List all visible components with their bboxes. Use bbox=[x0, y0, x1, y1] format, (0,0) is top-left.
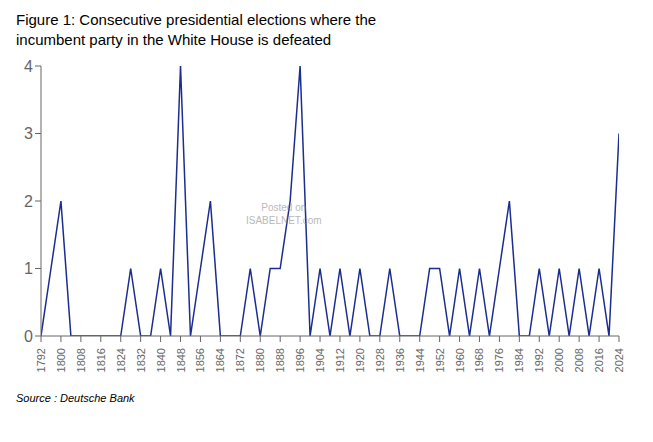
svg-text:1952: 1952 bbox=[434, 348, 446, 372]
svg-text:1792: 1792 bbox=[35, 348, 47, 372]
svg-text:2: 2 bbox=[24, 193, 33, 210]
svg-text:1928: 1928 bbox=[374, 348, 386, 372]
html-text:ISABELNET.com: ISABELNET.com bbox=[246, 214, 322, 226]
svg-text:1880: 1880 bbox=[254, 348, 266, 372]
svg-text:1832: 1832 bbox=[135, 348, 147, 372]
svg-text:3: 3 bbox=[24, 125, 33, 142]
svg-text:1896: 1896 bbox=[294, 348, 306, 372]
svg-text:1816: 1816 bbox=[95, 348, 107, 372]
svg-text:0: 0 bbox=[24, 328, 33, 345]
html-text:Source : Deutsche Bank: Source : Deutsche Bank bbox=[16, 392, 135, 404]
svg-text:1888: 1888 bbox=[274, 348, 286, 372]
svg-text:1936: 1936 bbox=[394, 348, 406, 372]
svg-text:1824: 1824 bbox=[115, 348, 127, 372]
svg-text:1912: 1912 bbox=[334, 348, 346, 372]
svg-text:2008: 2008 bbox=[573, 348, 585, 372]
svg-text:2016: 2016 bbox=[593, 348, 605, 372]
svg-text:1808: 1808 bbox=[75, 348, 87, 372]
svg-text:1864: 1864 bbox=[214, 348, 226, 372]
svg-text:1848: 1848 bbox=[175, 348, 187, 372]
svg-text:1968: 1968 bbox=[473, 348, 485, 372]
svg-text:4: 4 bbox=[24, 58, 33, 75]
svg-text:1: 1 bbox=[24, 260, 33, 277]
svg-text:1944: 1944 bbox=[414, 348, 426, 372]
svg-text:1976: 1976 bbox=[493, 348, 505, 372]
svg-text:2000: 2000 bbox=[553, 348, 565, 372]
html-text:Figure 1: Consecutive presiden: Figure 1: Consecutive presidential elect… bbox=[16, 11, 377, 28]
svg-text:1800: 1800 bbox=[55, 348, 67, 372]
svg-text:2024: 2024 bbox=[613, 348, 625, 372]
svg-text:1960: 1960 bbox=[454, 348, 466, 372]
html-text:Posted on: Posted on bbox=[261, 201, 307, 213]
svg-text:1872: 1872 bbox=[234, 348, 246, 372]
svg-text:1840: 1840 bbox=[155, 348, 167, 372]
svg-text:1992: 1992 bbox=[533, 348, 545, 372]
html-text:incumbent party in the White H: incumbent party in the White House is de… bbox=[16, 31, 332, 48]
svg-text:1920: 1920 bbox=[354, 348, 366, 372]
svg-text:1904: 1904 bbox=[314, 348, 326, 372]
svg-text:1856: 1856 bbox=[194, 348, 206, 372]
svg-text:1984: 1984 bbox=[513, 348, 525, 372]
